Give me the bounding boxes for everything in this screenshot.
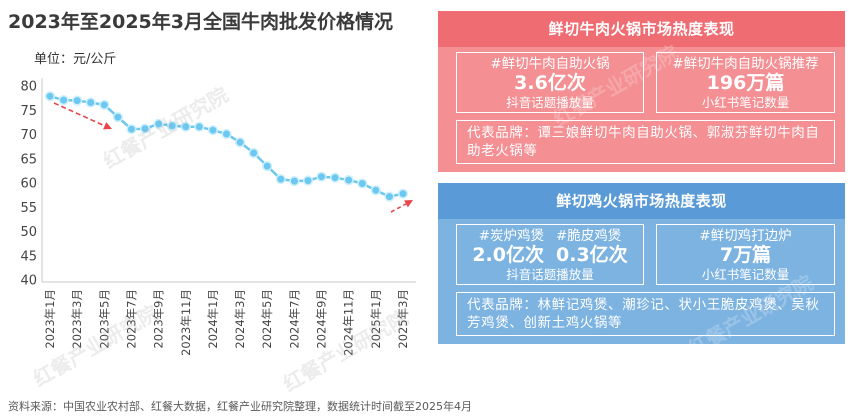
chicken-douyin-tags: #炭炉鸡煲 #脆皮鸡煲 bbox=[457, 228, 643, 245]
x-tick-label: 2024年7月 bbox=[287, 289, 301, 349]
data-point bbox=[370, 185, 381, 196]
series-group bbox=[44, 91, 409, 202]
data-point bbox=[194, 121, 205, 132]
data-point bbox=[235, 137, 246, 148]
x-tick-label: 2023年7月 bbox=[124, 289, 138, 349]
beef-panel-title: 鲜切牛肉火锅市场热度表现 bbox=[438, 11, 845, 47]
data-point bbox=[316, 171, 327, 182]
x-tick-label: 2025年1月 bbox=[369, 289, 383, 349]
trend-arrow-down-head bbox=[103, 122, 112, 130]
data-point bbox=[139, 123, 151, 134]
chicken-panel: 鲜切鸡火锅市场热度表现 #炭炉鸡煲 #脆皮鸡煲 2.0亿次 0.3亿次 抖音话题播放… bbox=[438, 183, 845, 344]
y-tick-label: 70 bbox=[20, 128, 37, 143]
chicken-douyin-stat: #炭炉鸡煲 #脆皮鸡煲 2.0亿次 0.3亿次 抖音话题播放量 bbox=[456, 224, 644, 285]
y-tick-label: 75 bbox=[20, 104, 37, 119]
y-tick-label: 45 bbox=[20, 249, 37, 264]
beef-panel: 鲜切牛肉火锅市场热度表现 #鲜切牛肉自助火锅 3.6亿次 抖音话题播放量 #鲜切… bbox=[438, 11, 845, 172]
data-point bbox=[126, 124, 137, 135]
chicken-xhs-tag: #鲜切鸡打边炉 bbox=[699, 228, 792, 244]
data-point bbox=[302, 175, 314, 186]
data-point bbox=[330, 172, 341, 183]
chicken-douyin-value-1: 2.0亿次 bbox=[472, 244, 544, 266]
data-point bbox=[357, 178, 368, 189]
x-tick-label: 2024年3月 bbox=[233, 289, 247, 349]
trend-arrow-down bbox=[53, 102, 112, 130]
data-point bbox=[85, 97, 96, 108]
beef-xiaohongshu-stat: #鲜切牛肉自助火锅推荐 196万篇 小红书笔记数量 bbox=[656, 52, 835, 113]
x-tick-label: 2023年3月 bbox=[70, 289, 84, 349]
x-tick-label: 2023年9月 bbox=[152, 289, 166, 349]
chicken-douyin-caption: 抖音话题播放量 bbox=[506, 267, 594, 282]
beef-douyin-tag: #鲜切牛肉自助火锅 bbox=[490, 56, 610, 72]
beef-douyin-value: 3.6亿次 bbox=[514, 72, 586, 94]
data-point bbox=[99, 99, 110, 110]
y-tick-label: 55 bbox=[20, 201, 37, 216]
x-tick-label: 2023年11月 bbox=[179, 289, 193, 356]
x-axis-ticks: 2023年1月 2023年3月 2023年5月 2023年7月 2023年9月 2023年… bbox=[43, 289, 410, 356]
x-tick-label: 2024年11月 bbox=[342, 289, 356, 356]
beef-brands: 代表品牌：谭三娘鲜切牛肉自助火锅、郭淑芬鲜切牛肉自助老火锅等 bbox=[456, 120, 835, 164]
x-tick-label: 2023年5月 bbox=[97, 289, 111, 349]
data-point bbox=[248, 147, 259, 159]
data-point bbox=[343, 175, 354, 186]
beef-xhs-caption: 小红书笔记数量 bbox=[701, 95, 790, 110]
beef-douyin-stat: #鲜切牛肉自助火锅 3.6亿次 抖音话题播放量 bbox=[456, 52, 644, 113]
chicken-xhs-caption: 小红书笔记数量 bbox=[701, 267, 790, 282]
x-tick-label: 2025年3月 bbox=[396, 289, 410, 349]
chicken-douyin-tag-2: #脆皮鸡煲 bbox=[556, 228, 622, 244]
data-point bbox=[180, 121, 191, 132]
data-point bbox=[262, 161, 273, 172]
x-tick-label: 2023年1月 bbox=[43, 289, 57, 349]
beef-douyin-caption: 抖音话题播放量 bbox=[506, 95, 594, 110]
y-tick-label: 60 bbox=[20, 177, 37, 192]
y-axis-ticks: 80 75 70 65 60 55 50 45 40 bbox=[20, 80, 37, 289]
data-point bbox=[384, 191, 395, 202]
price-line-chart: 80 75 70 65 60 55 50 45 40 2023年1月 2023年3月 2023年5月… bbox=[20, 78, 416, 356]
data-point bbox=[153, 118, 164, 129]
trend-arrow-up-head bbox=[404, 200, 413, 208]
chicken-brands: 代表品牌：林鲜记鸡煲、潮珍记、状小王脆皮鸡煲、吴秋芳鸡煲、创新土鸡火锅等 bbox=[456, 292, 835, 336]
beef-xhs-value: 196万篇 bbox=[706, 72, 785, 94]
trend-arrow-up bbox=[390, 200, 413, 213]
data-point bbox=[289, 176, 300, 187]
data-point bbox=[397, 188, 409, 199]
data-source-note: 资料来源：中国农业农村部、红餐大数据，红餐产业研究院整理，数据统计时间截至202… bbox=[8, 400, 472, 413]
beef-xhs-tag: #鲜切牛肉自助火锅推荐 bbox=[672, 56, 819, 72]
chicken-xiaohongshu-stat: #鲜切鸡打边炉 7万篇 小红书笔记数量 bbox=[656, 224, 835, 285]
x-tick-label: 2024年5月 bbox=[260, 289, 274, 349]
data-point bbox=[167, 120, 178, 131]
chicken-panel-title: 鲜切鸡火锅市场热度表现 bbox=[438, 183, 845, 219]
trend-arrow-up-shaft bbox=[390, 203, 407, 213]
chart-title: 2023年至2025年3月全国牛肉批发价格情况 bbox=[8, 11, 393, 33]
chicken-douyin-value-2: 0.3亿次 bbox=[556, 244, 628, 266]
trend-arrow-down-shaft bbox=[53, 102, 106, 127]
x-tick-label: 2024年9月 bbox=[315, 289, 329, 349]
y-tick-label: 40 bbox=[20, 274, 37, 289]
data-point bbox=[44, 91, 56, 102]
chicken-douyin-tag-1: #炭炉鸡煲 bbox=[478, 228, 544, 244]
data-point bbox=[58, 94, 69, 106]
y-tick-label: 80 bbox=[20, 80, 37, 95]
unit-label: 单位：元/公斤 bbox=[34, 52, 117, 67]
y-tick-label: 65 bbox=[20, 152, 37, 167]
data-point bbox=[112, 111, 123, 123]
y-tick-label: 50 bbox=[20, 225, 37, 240]
chicken-douyin-values: 2.0亿次 0.3亿次 bbox=[457, 245, 643, 266]
data-point bbox=[221, 128, 232, 140]
chicken-xhs-value: 7万篇 bbox=[719, 244, 772, 266]
x-tick-label: 2024年1月 bbox=[206, 289, 220, 349]
data-point bbox=[72, 95, 83, 106]
data-point bbox=[207, 125, 218, 136]
data-point bbox=[275, 174, 286, 185]
